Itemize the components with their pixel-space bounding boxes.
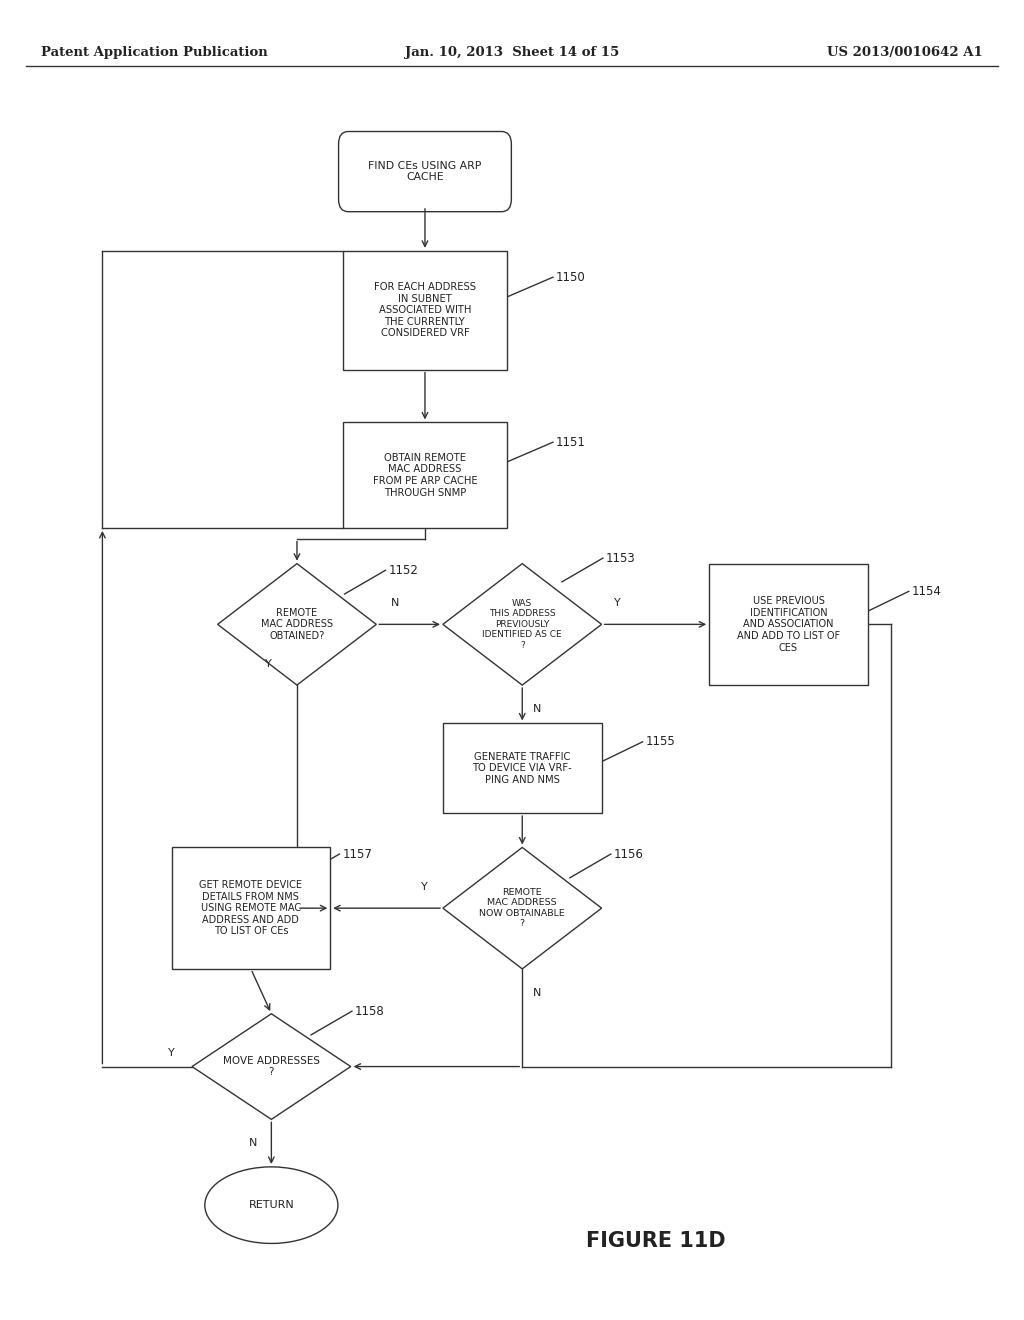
Text: Y: Y <box>168 1048 175 1059</box>
Text: WAS
THIS ADDRESS
PREVIOUSLY
IDENTIFIED AS CE
?: WAS THIS ADDRESS PREVIOUSLY IDENTIFIED A… <box>482 599 562 649</box>
Text: Patent Application Publication: Patent Application Publication <box>41 46 267 59</box>
Text: N: N <box>390 598 399 609</box>
Bar <box>343 422 507 528</box>
Text: FIGURE 11D: FIGURE 11D <box>586 1230 725 1251</box>
Text: FOR EACH ADDRESS
IN SUBNET
ASSOCIATED WITH
THE CURRENTLY
CONSIDERED VRF: FOR EACH ADDRESS IN SUBNET ASSOCIATED WI… <box>374 282 476 338</box>
Text: OBTAIN REMOTE
MAC ADDRESS
FROM PE ARP CACHE
THROUGH SNMP: OBTAIN REMOTE MAC ADDRESS FROM PE ARP CA… <box>373 453 477 498</box>
Bar <box>709 564 868 685</box>
Polygon shape <box>442 564 602 685</box>
Text: Y: Y <box>265 659 271 669</box>
Text: 1152: 1152 <box>388 564 419 577</box>
Text: N: N <box>532 704 541 714</box>
Text: 1156: 1156 <box>614 847 644 861</box>
Polygon shape <box>217 564 377 685</box>
Text: RETURN: RETURN <box>249 1200 294 1210</box>
Text: US 2013/0010642 A1: US 2013/0010642 A1 <box>827 46 983 59</box>
Text: Y: Y <box>421 882 428 892</box>
Text: 1157: 1157 <box>342 847 373 861</box>
Text: GET REMOTE DEVICE
DETAILS FROM NMS
USING REMOTE MAC
ADDRESS AND ADD
TO LIST OF C: GET REMOTE DEVICE DETAILS FROM NMS USING… <box>200 880 302 936</box>
Polygon shape <box>193 1014 350 1119</box>
Text: N: N <box>249 1138 257 1148</box>
Text: 1158: 1158 <box>355 1005 385 1018</box>
Text: Y: Y <box>613 598 621 609</box>
Ellipse shape <box>205 1167 338 1243</box>
Text: FIND CEs USING ARP
CACHE: FIND CEs USING ARP CACHE <box>369 161 481 182</box>
Bar <box>343 251 507 370</box>
Text: Jan. 10, 2013  Sheet 14 of 15: Jan. 10, 2013 Sheet 14 of 15 <box>404 46 620 59</box>
Text: GENERATE TRAFFIC
TO DEVICE VIA VRF-
PING AND NMS: GENERATE TRAFFIC TO DEVICE VIA VRF- PING… <box>472 751 572 785</box>
Text: 1150: 1150 <box>556 271 586 284</box>
Text: REMOTE
MAC ADDRESS
NOW OBTAINABLE
?: REMOTE MAC ADDRESS NOW OBTAINABLE ? <box>479 888 565 928</box>
Bar <box>442 723 602 813</box>
FancyBboxPatch shape <box>339 132 511 211</box>
Text: REMOTE
MAC ADDRESS
OBTAINED?: REMOTE MAC ADDRESS OBTAINED? <box>261 607 333 642</box>
Polygon shape <box>442 847 602 969</box>
Text: 1151: 1151 <box>556 436 586 449</box>
Text: 1153: 1153 <box>606 552 636 565</box>
Text: MOVE ADDRESSES
?: MOVE ADDRESSES ? <box>223 1056 319 1077</box>
Text: N: N <box>532 987 541 998</box>
Bar <box>171 847 330 969</box>
Text: USE PREVIOUS
IDENTIFICATION
AND ASSOCIATION
AND ADD TO LIST OF
CES: USE PREVIOUS IDENTIFICATION AND ASSOCIAT… <box>737 597 840 652</box>
Text: 1154: 1154 <box>912 585 942 598</box>
Text: 1155: 1155 <box>646 735 676 748</box>
